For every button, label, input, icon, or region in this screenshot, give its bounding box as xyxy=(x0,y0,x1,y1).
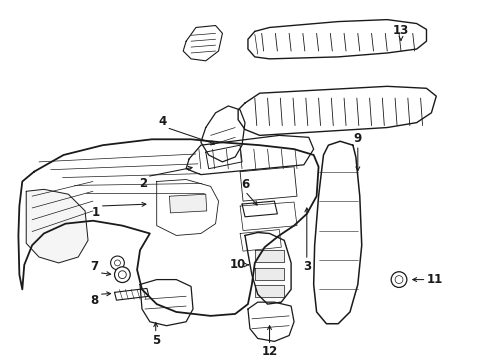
Polygon shape xyxy=(255,250,284,262)
Text: 4: 4 xyxy=(158,114,167,127)
Text: 2: 2 xyxy=(139,177,147,190)
Polygon shape xyxy=(255,285,284,297)
Polygon shape xyxy=(248,302,294,341)
Polygon shape xyxy=(115,288,149,300)
Polygon shape xyxy=(19,139,318,316)
Polygon shape xyxy=(242,201,277,217)
Circle shape xyxy=(119,271,126,279)
Circle shape xyxy=(391,272,407,287)
Polygon shape xyxy=(238,86,436,135)
Polygon shape xyxy=(170,194,207,213)
Polygon shape xyxy=(157,180,219,235)
Circle shape xyxy=(115,260,121,266)
Polygon shape xyxy=(240,202,297,230)
Text: 5: 5 xyxy=(151,334,160,347)
Circle shape xyxy=(111,256,124,270)
Circle shape xyxy=(115,267,130,283)
Text: 7: 7 xyxy=(91,260,99,273)
Text: 12: 12 xyxy=(261,345,278,358)
Text: 10: 10 xyxy=(230,258,246,271)
Polygon shape xyxy=(186,135,314,175)
Text: 3: 3 xyxy=(303,260,311,273)
Polygon shape xyxy=(314,141,362,324)
Text: 9: 9 xyxy=(354,132,362,145)
Text: 6: 6 xyxy=(241,178,249,191)
Circle shape xyxy=(395,276,403,284)
Polygon shape xyxy=(26,189,88,263)
Polygon shape xyxy=(245,233,291,304)
Polygon shape xyxy=(206,145,242,169)
Polygon shape xyxy=(140,280,193,326)
Text: 13: 13 xyxy=(393,24,409,37)
Text: 11: 11 xyxy=(426,273,443,286)
Text: 8: 8 xyxy=(91,294,99,307)
Polygon shape xyxy=(255,268,284,280)
Polygon shape xyxy=(183,26,222,61)
Polygon shape xyxy=(240,230,281,251)
Polygon shape xyxy=(248,20,426,59)
Text: 1: 1 xyxy=(92,206,100,219)
Polygon shape xyxy=(240,167,297,201)
Polygon shape xyxy=(201,106,245,162)
